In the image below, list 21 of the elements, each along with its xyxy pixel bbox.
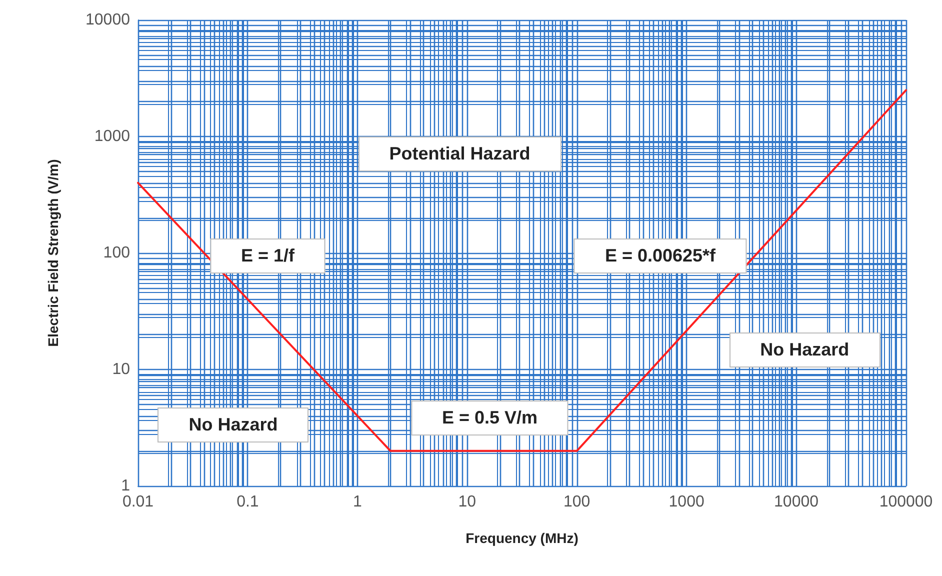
- x-tick-label: 10: [458, 494, 476, 510]
- x-axis-title: Frequency (MHz): [466, 530, 578, 546]
- y-tick-label: 10000: [86, 12, 130, 28]
- x-tick-label: 100: [564, 494, 590, 510]
- note-box: E = 0.00625*f: [574, 238, 747, 274]
- y-tick-label: 1: [121, 478, 130, 494]
- y-tick-label: 100: [103, 244, 130, 262]
- note-box: No Hazard: [158, 408, 309, 443]
- note-box: No Hazard: [729, 332, 880, 368]
- x-tick-label: 0.01: [122, 494, 154, 510]
- x-tick-label: 100000: [879, 494, 933, 510]
- x-tick-label: 0.1: [236, 494, 259, 510]
- note-box: Potential Hazard: [358, 136, 562, 172]
- x-tick-label: 1: [352, 494, 362, 510]
- x-tick-label: 1000: [668, 494, 704, 510]
- y-axis-title: Electric Field Strength (V/m): [45, 159, 61, 347]
- x-tick-label: 10000: [774, 494, 819, 510]
- y-tick-label: 10: [112, 361, 130, 378]
- y-tick-label: 1000: [94, 128, 130, 145]
- note-box: E = 1/f: [210, 238, 326, 274]
- note-box: E = 0.5 V/m: [410, 400, 569, 436]
